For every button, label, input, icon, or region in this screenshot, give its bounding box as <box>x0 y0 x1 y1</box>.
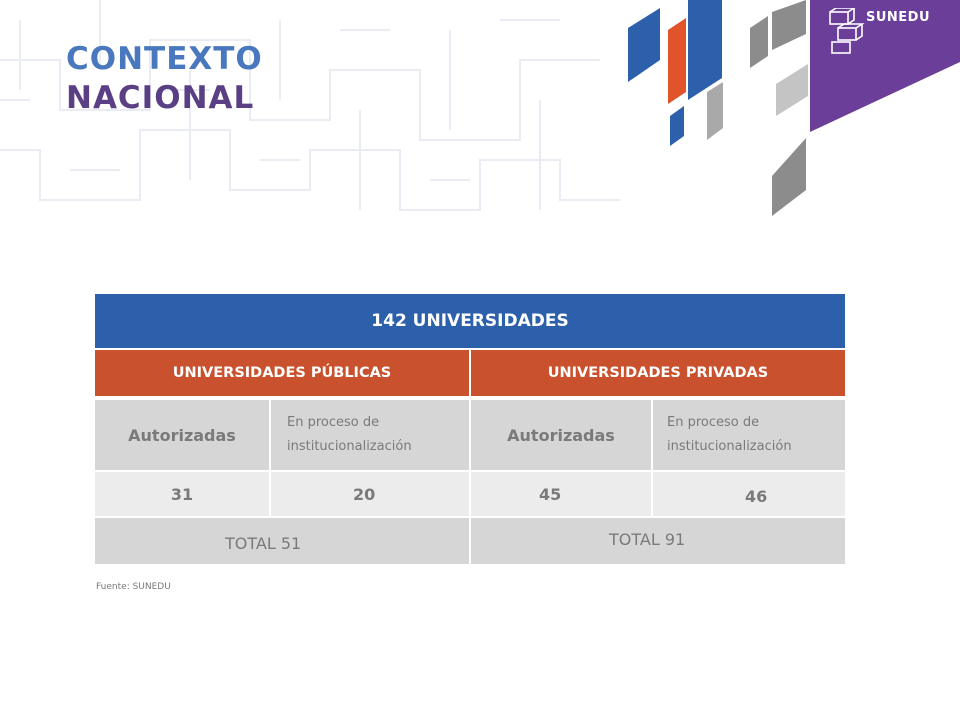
private-in-process-value: 46 <box>653 470 845 516</box>
public-total: TOTAL 51 <box>95 516 471 564</box>
private-total: TOTAL 91 <box>471 516 845 564</box>
private-in-process-line-1: En proceso de <box>667 415 760 430</box>
source-note: Fuente: SUNEDU <box>96 582 171 592</box>
public-in-process-line-2: institucionalización <box>287 439 412 454</box>
sunedu-cubes-icon <box>829 8 865 54</box>
public-in-process-value: 20 <box>271 470 471 516</box>
group-private: UNIVERSIDADES PRIVADAS <box>471 348 845 396</box>
public-authorized-label: Autorizadas <box>95 396 271 470</box>
public-in-process-line-1: En proceso de <box>287 415 380 430</box>
title-line-1: CONTEXTO <box>66 41 263 77</box>
group-public: UNIVERSIDADES PÚBLICAS <box>95 348 471 396</box>
public-authorized-value: 31 <box>95 470 271 516</box>
title-line-2: NACIONAL <box>66 80 255 116</box>
sunedu-logo-text: SUNEDU <box>866 10 931 25</box>
universities-table: 142 UNIVERSIDADES UNIVERSIDADES PÚBLICAS… <box>95 294 845 564</box>
table-header: 142 UNIVERSIDADES <box>95 294 845 348</box>
background-pattern <box>0 0 620 211</box>
decorative-shapes <box>628 0 960 216</box>
public-in-process-label: En proceso de institucionalización <box>271 396 471 470</box>
private-in-process-label: En proceso de institucionalización <box>653 396 845 470</box>
private-authorized-label: Autorizadas <box>471 396 653 470</box>
slide-title: CONTEXTO NACIONAL <box>66 40 263 118</box>
private-in-process-line-2: institucionalización <box>667 439 792 454</box>
private-authorized-value: 45 <box>471 470 653 516</box>
